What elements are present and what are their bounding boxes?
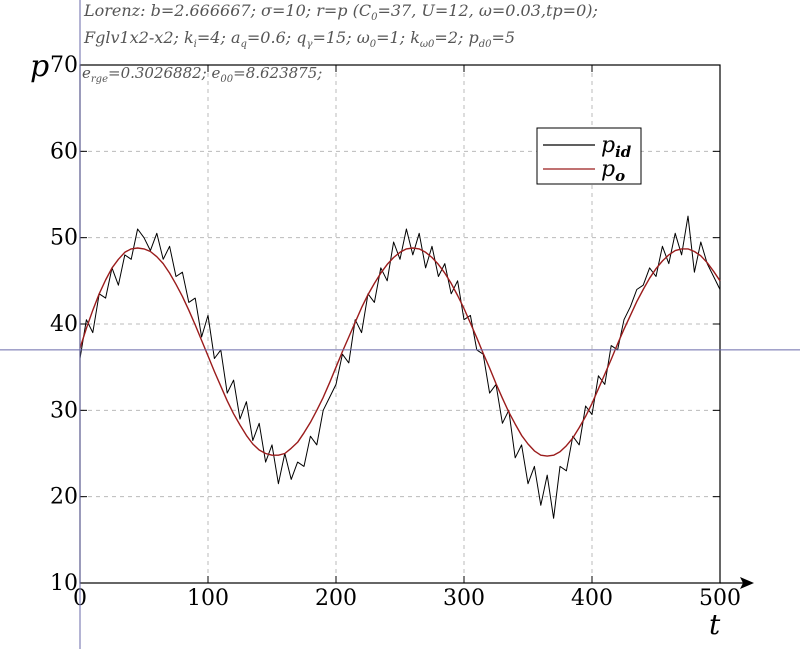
info-line-1: Lorenz: b=2.666667; σ=10; r=p (C0=37, U=… bbox=[84, 1, 598, 23]
y-tick-label: 30 bbox=[50, 398, 78, 423]
info-line-1-tail: =37, U=12, ω=0.03,tp=0); bbox=[377, 1, 598, 20]
y-tick-label: 40 bbox=[50, 312, 78, 337]
legend-label-p-id: pid bbox=[601, 133, 632, 161]
y-tick-label: 20 bbox=[50, 485, 78, 510]
info-line-2-c: =0.6; q bbox=[246, 28, 307, 47]
x-tick-label: 400 bbox=[571, 586, 613, 611]
info-line-3-b-sub: 00 bbox=[220, 74, 234, 85]
x-tick-label: 200 bbox=[315, 586, 357, 611]
tick-marks bbox=[79, 64, 721, 584]
info-line-3-a-sub: rge bbox=[90, 74, 108, 85]
legend-label-p-o-main: p bbox=[601, 157, 615, 182]
grid-lines bbox=[80, 65, 720, 583]
info-line-2-d: =15; ω bbox=[312, 28, 370, 47]
series-lines bbox=[79, 215, 721, 519]
x-tick-label: 500 bbox=[699, 586, 741, 611]
info-line-2-a-sub: i bbox=[193, 39, 197, 51]
info-line-2-e: =1; k bbox=[376, 28, 420, 47]
info-line-2-e-sub: ω0 bbox=[419, 39, 435, 51]
info-line-2-b: =4; a bbox=[196, 28, 241, 47]
series-line-p-o bbox=[79, 247, 721, 457]
info-line-2-a: Fglv1x2-x2; k bbox=[84, 28, 194, 47]
legend-label-p-id-sub: id bbox=[615, 143, 632, 161]
y-tick-labels: 10 20 30 40 50 60 70 bbox=[50, 53, 78, 596]
y-tick-label: 10 bbox=[50, 571, 78, 596]
legend-label-p-id-main: p bbox=[601, 133, 615, 158]
legend-box bbox=[536, 127, 642, 185]
x-tick-labels: 0 100 200 300 400 500 bbox=[73, 586, 741, 611]
legend-label-p-o: po bbox=[601, 157, 625, 185]
x-tick-label: 100 bbox=[187, 586, 229, 611]
x-axis-arrow-head bbox=[740, 577, 754, 589]
y-tick-label: 60 bbox=[50, 139, 78, 164]
x-tick-label: 300 bbox=[443, 586, 485, 611]
y-tick-label: 50 bbox=[50, 226, 78, 251]
info-line-2-f: =2; p bbox=[434, 28, 479, 47]
info-line-2-c-sub: γ bbox=[306, 39, 313, 51]
y-tick-label: 70 bbox=[50, 53, 78, 78]
info-line-2-b-sub: q bbox=[240, 39, 247, 51]
info-line-1-text: Lorenz: b=2.666667; σ=10; r=p (C bbox=[84, 1, 372, 20]
info-line-3-c: =8.623875; bbox=[233, 64, 323, 82]
info-line-3-b: =0.3026882; e bbox=[108, 64, 221, 82]
info-line-1-sub: 0 bbox=[371, 12, 378, 24]
info-line-2: Fglv1x2-x2; ki=4; aq=0.6; qγ=15; ω0=1; k… bbox=[84, 28, 515, 50]
x-axis-label: t bbox=[709, 608, 721, 641]
info-line-2-f-sub: d0 bbox=[478, 39, 492, 51]
info-line-2-d-sub: 0 bbox=[369, 39, 377, 51]
info-line-3: erge=0.3026882; e00=8.623875; bbox=[82, 64, 322, 85]
y-axis-label: p bbox=[30, 49, 49, 84]
legend: pid po bbox=[536, 127, 642, 185]
series-line-p-id bbox=[79, 215, 721, 519]
legend-label-p-o-sub: o bbox=[615, 167, 625, 185]
info-line-3-a: e bbox=[82, 64, 91, 82]
info-line-2-g: =5 bbox=[491, 28, 516, 47]
